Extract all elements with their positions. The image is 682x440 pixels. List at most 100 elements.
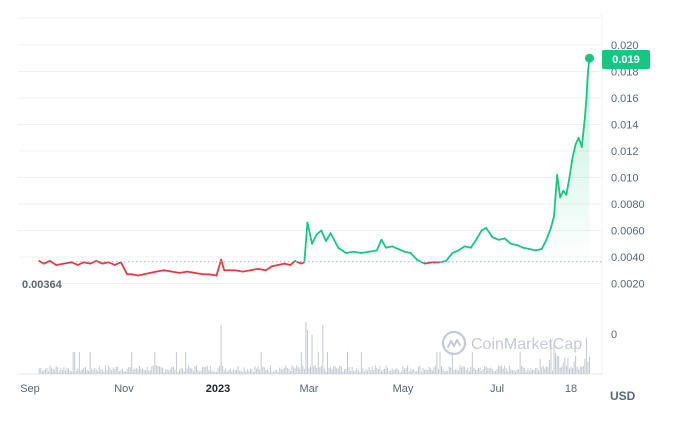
volume-bar <box>340 366 342 374</box>
price-segment <box>445 252 454 262</box>
volume-bar <box>215 371 217 374</box>
volume-bar <box>478 367 480 374</box>
volume-bar <box>194 366 196 374</box>
volume-bar <box>360 351 362 374</box>
volume-bar <box>172 366 174 374</box>
volume-bar <box>293 367 295 374</box>
volume-bar <box>545 366 547 374</box>
volume-bar <box>470 366 472 374</box>
volume-bar <box>562 362 564 374</box>
y-axis: 0.020 0.018 0.016 0.014 0.012 0.010 0.0080 0.00… <box>611 40 645 291</box>
volume-bar <box>573 361 575 374</box>
volume-bar <box>57 367 59 374</box>
volume-bar <box>578 369 580 374</box>
volume-bar <box>476 369 478 374</box>
volume-bar <box>385 365 387 374</box>
volume-bar <box>138 365 140 374</box>
price-segment <box>178 270 189 274</box>
price-segment <box>42 260 51 265</box>
x-tick-label: Jul <box>490 383 504 395</box>
volume-bar <box>115 366 117 374</box>
volume-bar <box>276 369 278 374</box>
volume-bar <box>80 370 82 374</box>
volume-bar <box>515 371 517 374</box>
volume-bar <box>51 367 53 374</box>
volume-bar <box>447 370 449 374</box>
volume-bar <box>297 366 299 374</box>
volume-bar <box>588 356 590 374</box>
coinmarketcap-logo-icon <box>441 330 467 356</box>
volume-bar <box>154 351 156 374</box>
price-segment <box>528 248 537 252</box>
price-segment <box>120 261 129 276</box>
last-price-dot <box>584 53 594 63</box>
price-segment <box>325 232 332 243</box>
volume-bar <box>328 367 330 374</box>
volume-bar <box>163 371 165 374</box>
volume-bar <box>81 368 83 374</box>
volume-bar <box>211 370 213 374</box>
volume-bar <box>351 366 353 374</box>
price-segment <box>83 261 92 265</box>
x-tick-label: Mar <box>300 383 319 395</box>
price-segment <box>391 245 400 250</box>
volume-bar <box>123 371 125 374</box>
volume-bar <box>316 367 318 374</box>
volume-bar <box>541 367 543 374</box>
volume-bar <box>61 370 63 374</box>
volume-bar <box>158 366 160 374</box>
volume-bar <box>97 370 99 374</box>
volume-bar <box>380 370 382 374</box>
volume-bar <box>319 367 321 374</box>
volume-bar <box>572 368 574 374</box>
volume-bar <box>555 352 557 374</box>
volume-bar <box>92 370 94 374</box>
volume-bar <box>237 366 239 374</box>
volume-bar <box>530 368 532 374</box>
volume-bar <box>152 365 154 374</box>
volume-bar <box>40 367 42 374</box>
volume-bar <box>567 357 569 374</box>
volume-bar <box>77 368 79 374</box>
x-tick-label: May <box>393 383 414 395</box>
volume-bar <box>408 371 410 374</box>
watermark-text: CoinMarketCap <box>471 336 582 353</box>
volume-bar <box>427 370 429 374</box>
price-segment <box>451 249 460 254</box>
price-segment <box>497 237 506 241</box>
volume-bar <box>473 367 475 374</box>
volume-bar <box>289 371 291 374</box>
volume-bar <box>484 365 486 374</box>
volume-bar <box>280 368 282 374</box>
price-segment <box>469 237 478 249</box>
price-segment <box>234 269 244 273</box>
volume-bar <box>175 351 177 374</box>
volume-bar <box>286 368 288 374</box>
volume-bar <box>246 368 248 374</box>
volume-bar <box>182 368 184 374</box>
volume-bar <box>114 368 116 374</box>
volume-bar <box>501 365 503 374</box>
price-segment <box>503 237 512 245</box>
volume-bar <box>410 368 412 374</box>
volume-bar <box>419 365 421 374</box>
volume-bar <box>41 371 43 374</box>
volume-bar <box>188 365 190 374</box>
price-segment <box>368 249 378 253</box>
volume-bar <box>206 365 208 374</box>
y-tick-label: 0.012 <box>611 146 639 158</box>
volume-bar <box>359 371 361 374</box>
volume-bar <box>288 368 290 374</box>
volume-bar <box>274 370 276 374</box>
volume-bar <box>584 359 586 374</box>
volume-bar <box>38 368 40 374</box>
volume-bar <box>544 368 546 374</box>
volume-bar <box>199 371 201 374</box>
price-segment <box>522 246 531 250</box>
volume-bar <box>299 368 301 374</box>
price-segment <box>249 268 260 272</box>
volume-bar <box>468 370 470 374</box>
volume-bar <box>457 370 459 374</box>
price-area <box>535 58 590 263</box>
